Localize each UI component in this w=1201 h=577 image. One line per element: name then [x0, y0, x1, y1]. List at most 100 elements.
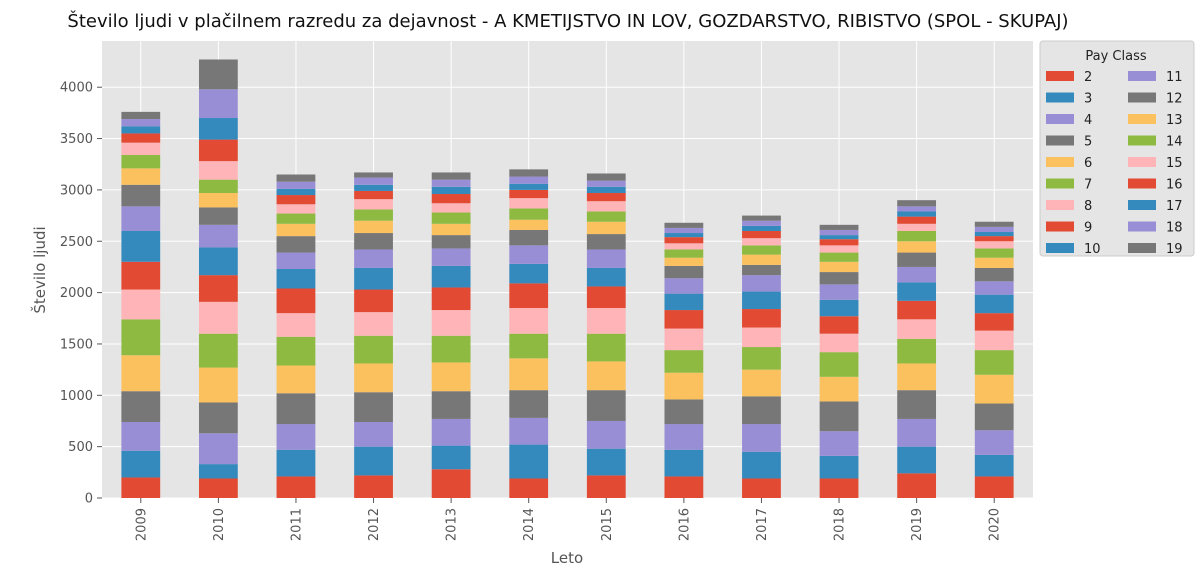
- bar-segment: [509, 444, 549, 479]
- legend-title: Pay Class: [1085, 49, 1146, 64]
- bar-segment: [742, 424, 781, 452]
- legend-swatch: [1046, 200, 1074, 210]
- bar-segment: [121, 111, 161, 120]
- bar-segment: [509, 183, 549, 190]
- y-tick-label: 3500: [60, 132, 93, 147]
- bar-segment: [121, 477, 161, 498]
- bar-segment: [121, 142, 161, 155]
- bar-segment: [354, 475, 393, 498]
- bar-segment: [509, 245, 549, 264]
- x-tick-label: 2011: [289, 508, 304, 541]
- bar-segment: [664, 350, 704, 373]
- bar-segment: [354, 289, 393, 313]
- legend-label: 17: [1166, 199, 1183, 214]
- bar-segment: [586, 475, 626, 498]
- bar-segment: [431, 391, 471, 419]
- bar-segment: [742, 478, 781, 498]
- bar-segment: [974, 267, 1014, 282]
- bar-segment: [509, 208, 549, 220]
- bar-segment: [897, 211, 937, 217]
- bar-segment: [198, 247, 238, 276]
- bar-segment: [431, 186, 471, 195]
- bar-segment: [974, 281, 1014, 295]
- bar-segment: [742, 215, 781, 221]
- legend-label: 18: [1166, 221, 1183, 236]
- x-tick-label: 2009: [134, 508, 149, 541]
- bar-segment: [431, 362, 471, 392]
- x-tick-label: 2013: [445, 508, 460, 541]
- bar-segment: [431, 335, 471, 363]
- legend-swatch: [1128, 135, 1156, 146]
- bar-segment: [819, 252, 859, 262]
- bar-segment: [819, 245, 859, 253]
- bar-segment: [974, 241, 1014, 249]
- bar-segment: [198, 275, 238, 302]
- bar-segment: [974, 257, 1014, 268]
- bar-segment: [354, 249, 393, 268]
- bar-segment: [664, 449, 704, 477]
- bar-segment: [897, 266, 937, 283]
- bar-segment: [198, 224, 238, 248]
- bar-segment: [121, 126, 161, 134]
- bar-segment: [121, 184, 161, 207]
- bar-segment: [664, 476, 704, 498]
- bar-segment: [897, 390, 937, 419]
- bar-segment: [354, 209, 393, 221]
- legend-swatch: [1128, 92, 1156, 103]
- bar-segment: [276, 424, 316, 450]
- bar-segment: [431, 418, 471, 446]
- y-tick-label: 3000: [60, 183, 93, 198]
- bar-segment: [431, 212, 471, 224]
- bar-segment: [819, 261, 859, 273]
- bar-segment: [509, 169, 549, 177]
- bar-segment: [742, 327, 781, 348]
- legend-label: 16: [1166, 178, 1183, 193]
- bar-segment: [664, 328, 704, 351]
- bar-segment: [974, 476, 1014, 498]
- bar-segment: [586, 267, 626, 287]
- bar-segment: [431, 235, 471, 249]
- bar-segment: [974, 226, 1014, 233]
- legend-swatch: [1128, 178, 1156, 189]
- bar-segment: [509, 219, 549, 230]
- bar-segment: [431, 194, 471, 204]
- bar-segment: [897, 473, 937, 498]
- bar-segment: [121, 168, 161, 185]
- bar-segment: [509, 417, 549, 445]
- bar-segment: [509, 333, 549, 359]
- legend-label: 15: [1166, 156, 1183, 171]
- bar-segment: [742, 309, 781, 328]
- legend-swatch: [1046, 92, 1074, 103]
- bar-segment: [276, 223, 316, 237]
- legend-swatch: [1046, 221, 1074, 232]
- bar-segment: [586, 234, 626, 250]
- bar-segment: [354, 363, 393, 393]
- bar-segment: [509, 390, 549, 418]
- bar-segment: [897, 216, 937, 224]
- bar-segment: [742, 369, 781, 397]
- bar-segment: [276, 313, 316, 337]
- bar-segment: [509, 198, 549, 209]
- bar-segment: [742, 230, 781, 239]
- bar-segment: [354, 199, 393, 210]
- bar-segment: [276, 213, 316, 224]
- legend-label: 10: [1084, 242, 1101, 257]
- legend-label: 2: [1084, 70, 1092, 85]
- bar-segment: [586, 173, 626, 181]
- bar-segment: [586, 361, 626, 391]
- bar-segment: [974, 430, 1014, 455]
- bar-segment: [509, 263, 549, 284]
- bar-segment: [198, 478, 238, 498]
- bar-segment: [509, 229, 549, 246]
- bar-segment: [819, 239, 859, 246]
- bar-segment: [198, 179, 238, 193]
- y-tick-label: 0: [85, 492, 93, 507]
- bar-segment: [664, 233, 704, 238]
- bar-segment: [974, 248, 1014, 258]
- bar-segment: [897, 319, 937, 339]
- legend-label: 5: [1084, 135, 1092, 150]
- bar-segment: [742, 220, 781, 226]
- bar-segment: [897, 338, 937, 364]
